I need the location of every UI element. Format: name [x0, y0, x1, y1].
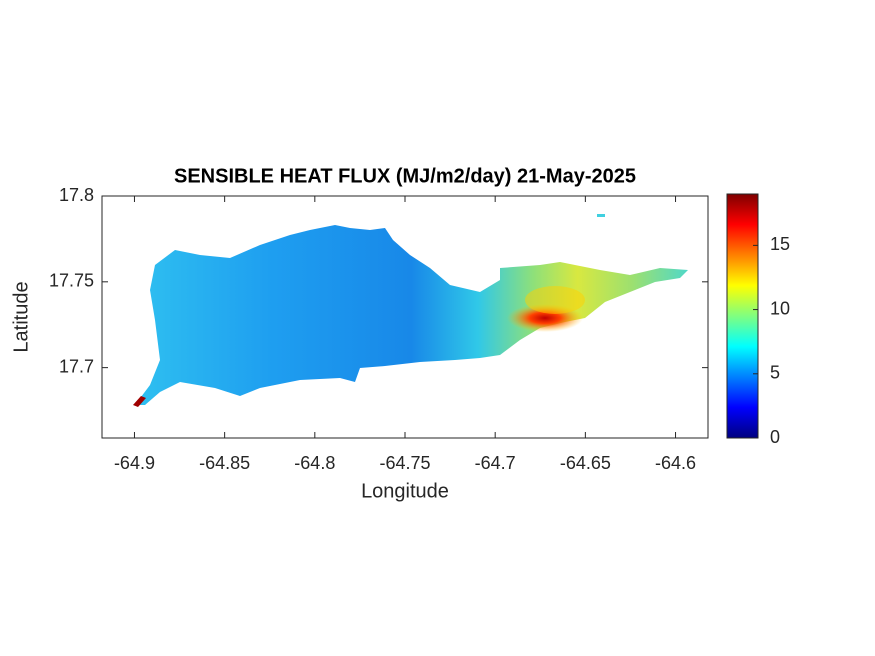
- island: [133, 214, 688, 407]
- x-tick-label: -64.9: [114, 453, 155, 473]
- colorbar-tick-label: 15: [770, 234, 790, 254]
- x-tick-label: -64.8: [294, 453, 335, 473]
- colorbar: [726, 193, 759, 439]
- x-tick-label: -64.6: [655, 453, 696, 473]
- chart-title: SENSIBLE HEAT FLUX (MJ/m2/day) 21-May-20…: [174, 165, 636, 187]
- x-tick-label: -64.85: [199, 453, 250, 473]
- x-tick-label: -64.7: [475, 453, 516, 473]
- x-tick-label: -64.65: [560, 453, 611, 473]
- y-tick-label: 17.7: [59, 356, 94, 376]
- colorbar-tick-label: 10: [770, 298, 790, 318]
- x-axis-label: Longitude: [361, 480, 449, 502]
- colorbar-tick-label: 0: [770, 427, 780, 447]
- y-tick-label: 17.8: [59, 185, 94, 205]
- y-axis-label: Latitude: [10, 281, 32, 352]
- colorbar-tick-label: 5: [770, 363, 780, 383]
- y-tick-label: 17.75: [49, 271, 94, 291]
- x-tick-label: -64.75: [379, 453, 430, 473]
